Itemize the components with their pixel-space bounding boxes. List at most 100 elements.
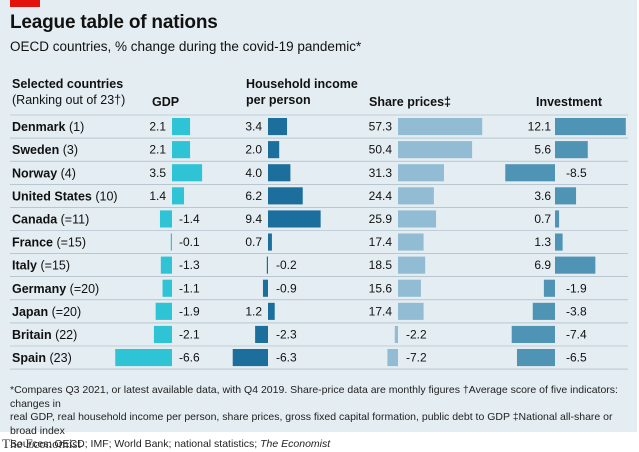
household-bar <box>268 187 303 205</box>
share-prices-value-label: -2.2 <box>406 327 427 341</box>
country-name: Britain <box>12 328 55 342</box>
header-household-2: per person <box>246 93 311 107</box>
investment-value-label: 6.9 <box>534 258 551 272</box>
investment-value-label: 0.7 <box>534 212 551 226</box>
gdp-value-label: -1.9 <box>179 304 200 318</box>
country-name: Italy <box>12 259 41 273</box>
country-name: Norway <box>12 166 61 180</box>
country-label: France (=15) <box>12 236 86 250</box>
household-bar <box>262 279 268 297</box>
household-bar <box>266 256 268 274</box>
investment-value-label: -6.5 <box>566 351 587 365</box>
share-prices-value-label: 24.4 <box>369 189 393 203</box>
investment-value-label: -7.4 <box>566 327 587 341</box>
country-name: Denmark <box>12 120 69 134</box>
footnote-line-2: real GDP, real household income per pers… <box>10 411 613 437</box>
country-name: Spain <box>12 351 50 365</box>
household-value-label: 2.0 <box>245 143 262 157</box>
share-prices-bar <box>398 302 424 320</box>
header-countries: Selected countries <box>12 77 124 91</box>
country-rank: (=15) <box>56 236 86 250</box>
gdp-bar <box>170 233 172 251</box>
gdp-value-label: -1.3 <box>179 258 200 272</box>
country-name: Sweden <box>12 143 63 157</box>
share-prices-bar <box>398 141 473 159</box>
household-bar <box>268 164 291 182</box>
gdp-bar <box>160 256 172 274</box>
brand-red-tag <box>10 0 40 7</box>
share-prices-bar <box>387 349 398 367</box>
household-bar <box>255 325 268 343</box>
investment-bar <box>555 187 577 205</box>
country-rank: (23) <box>50 351 72 365</box>
gdp-value-label: 2.1 <box>149 143 166 157</box>
gdp-bar <box>172 187 185 205</box>
gdp-value-label: 2.1 <box>149 120 166 134</box>
chart-title: League table of nations <box>10 12 218 33</box>
country-rank: (10) <box>95 189 117 203</box>
household-bar <box>268 233 272 251</box>
investment-value-label: 12.1 <box>528 120 552 134</box>
country-name: Canada <box>12 212 61 226</box>
share-prices-value-label: 31.3 <box>369 166 393 180</box>
investment-bar <box>532 302 555 320</box>
country-label: Italy (=15) <box>12 259 70 273</box>
country-rank: (3) <box>63 143 78 157</box>
gdp-bar <box>172 118 191 136</box>
footnote-sources-em: The Economist <box>260 438 331 450</box>
country-label: Britain (22) <box>12 328 77 342</box>
share-prices-value-label: 17.4 <box>369 235 393 249</box>
household-value-label: 9.4 <box>245 212 262 226</box>
country-label: Japan (=20) <box>12 305 81 319</box>
country-rank: (=15) <box>41 259 71 273</box>
household-value-label: -0.2 <box>276 258 297 272</box>
brand-wordmark: The Economist <box>2 436 82 451</box>
investment-value-label: -3.8 <box>566 304 587 318</box>
header-investment: Investment <box>536 95 602 109</box>
country-label: Sweden (3) <box>12 143 78 157</box>
share-prices-value-label: 50.4 <box>369 143 393 157</box>
footnote-sources: Sources: OECD; IMF; World Bank; national… <box>10 438 630 452</box>
share-prices-bar <box>398 164 445 182</box>
share-prices-value-label: 18.5 <box>369 258 393 272</box>
investment-bar <box>555 210 560 228</box>
gdp-bar <box>115 349 172 367</box>
household-bar <box>268 118 288 136</box>
country-rank: (22) <box>55 328 77 342</box>
country-label: Canada (=11) <box>12 212 89 226</box>
household-value-label: 6.2 <box>245 189 262 203</box>
share-prices-bar <box>398 256 426 274</box>
header-ranking: (Ranking out of 23†) <box>12 93 126 107</box>
investment-bar <box>555 118 626 136</box>
household-bar <box>268 210 321 228</box>
household-value-label: 1.2 <box>245 304 262 318</box>
country-label: Norway (4) <box>12 166 76 180</box>
investment-bar <box>555 233 563 251</box>
gdp-bar <box>172 141 191 159</box>
gdp-value-label: 1.4 <box>149 189 166 203</box>
investment-value-label: 3.6 <box>534 189 551 203</box>
country-rank: (=20) <box>70 282 100 296</box>
investment-bar <box>516 349 555 367</box>
household-value-label: 4.0 <box>245 166 262 180</box>
household-value-label: -0.9 <box>276 281 297 295</box>
share-prices-bar <box>398 233 424 251</box>
country-rank: (4) <box>61 166 76 180</box>
gdp-value-label: -0.1 <box>179 235 200 249</box>
gdp-value-label: -2.1 <box>179 327 200 341</box>
country-name: Japan <box>12 305 52 319</box>
share-prices-value-label: 25.9 <box>369 212 393 226</box>
share-prices-value-label: 15.6 <box>369 281 393 295</box>
footnote-sources-text: Sources: OECD; IMF; World Bank; national… <box>10 438 261 450</box>
gdp-bar <box>153 325 172 343</box>
share-prices-bar <box>398 210 437 228</box>
share-prices-bar <box>398 118 483 136</box>
gdp-value-label: -6.6 <box>179 351 200 365</box>
footnote-line-1: *Compares Q3 2021, or latest available d… <box>10 384 618 410</box>
household-value-label: -6.3 <box>276 351 297 365</box>
country-label: Spain (23) <box>12 351 72 365</box>
household-bar <box>268 141 280 159</box>
gdp-bar <box>172 164 203 182</box>
header-gdp: GDP <box>152 95 180 109</box>
country-name: France <box>12 236 56 250</box>
